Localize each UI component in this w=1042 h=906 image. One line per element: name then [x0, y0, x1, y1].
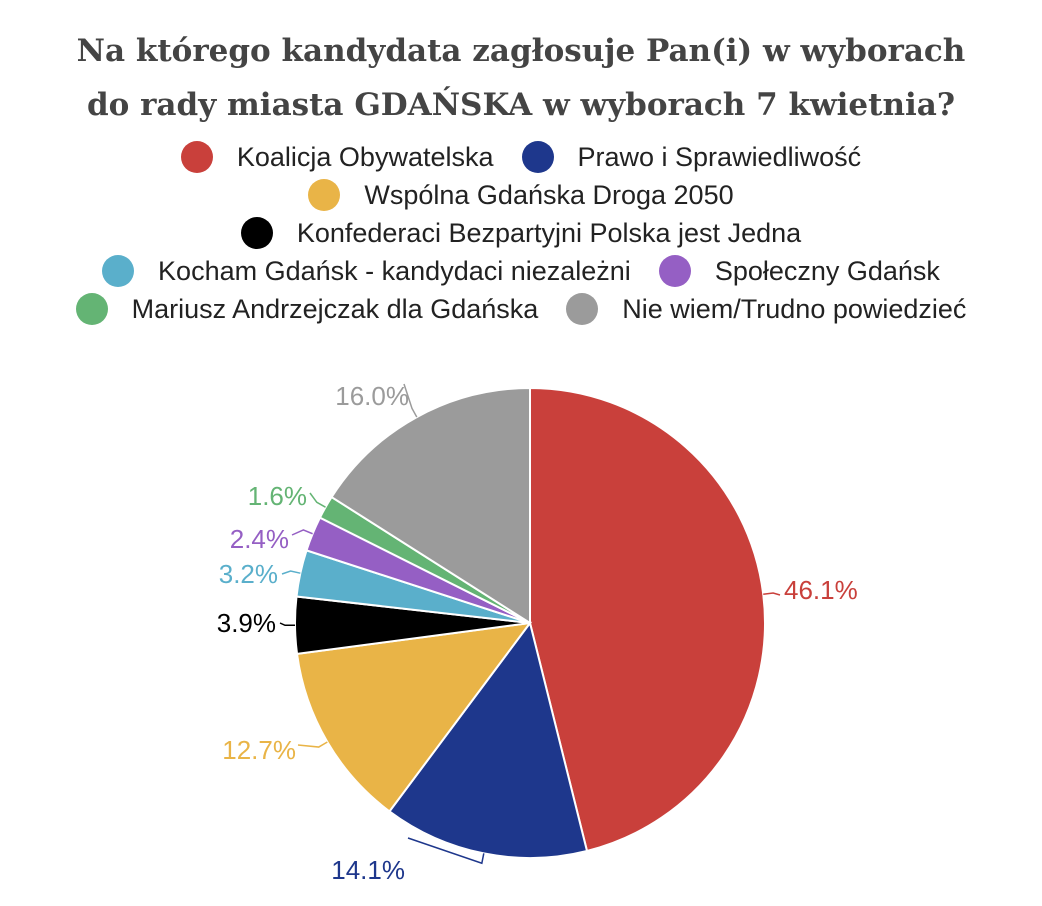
- leader-line: [291, 529, 313, 536]
- legend-item[interactable]: Nie wiem/Trudno powiedzieć: [566, 293, 966, 325]
- legend-swatch-icon: [75, 293, 108, 325]
- data-label: 12.7%: [222, 735, 296, 765]
- legend-item[interactable]: Konfederaci Bezpartyjni Polska jest Jedn…: [240, 217, 802, 249]
- legend-item[interactable]: Mariusz Andrzejczak dla Gdańska: [75, 293, 539, 325]
- legend-label: Nie wiem/Trudno powiedzieć: [622, 293, 967, 324]
- legend-swatch-icon: [566, 293, 599, 325]
- legend-swatch-icon: [658, 255, 691, 287]
- pie-slice[interactable]: [388, 620, 589, 859]
- data-label: 16.0%: [335, 381, 409, 411]
- legend-row: Mariusz Andrzejczak dla Gdańska Nie wiem/…: [0, 290, 1042, 328]
- data-label: 1.6%: [248, 481, 307, 511]
- leader-line: [297, 741, 328, 748]
- leader-line: [281, 570, 301, 575]
- legend-row: Wspólna Gdańska Droga 2050: [0, 176, 1042, 214]
- legend-row: Kocham Gdańsk - kandydaci niezależni Społ…: [0, 252, 1042, 290]
- leader-line: [407, 837, 485, 865]
- legend-swatch-icon: [240, 217, 273, 249]
- legend-item[interactable]: Koalicja Obywatelska: [180, 141, 494, 173]
- chart-title-line-1: Na którego kandydata zagłosuje Pan(i) w …: [76, 33, 966, 69]
- legend-label: Konfederaci Bezpartyjni Polska jest Jedn…: [296, 217, 802, 248]
- legend-item[interactable]: Społeczny Gdańsk: [658, 255, 940, 287]
- pie-slice[interactable]: [295, 621, 533, 813]
- data-label: 2.4%: [230, 524, 289, 554]
- legend-swatch-icon: [308, 179, 341, 211]
- legend-row: Koalicja Obywatelska Prawo i Sprawiedliwo…: [0, 138, 1042, 176]
- data-label: 3.9%: [217, 608, 276, 638]
- leader-line: [763, 592, 781, 596]
- chart-legend: Koalicja Obywatelska Prawo i Sprawiedliwo…: [0, 138, 1042, 328]
- chart-title-line-2: do rady miasta GDAŃSKA w wyborach 7 kwie…: [86, 87, 956, 123]
- leader-line: [279, 622, 296, 627]
- legend-label: Prawo i Sprawiedliwość: [577, 141, 862, 172]
- legend-label: Koalicja Obywatelska: [236, 141, 494, 172]
- leader-line: [403, 383, 418, 418]
- data-label: 46.1%: [784, 575, 858, 605]
- pie-slice[interactable]: [330, 386, 531, 625]
- legend-label: Społeczny Gdańsk: [714, 255, 940, 286]
- legend-label: Mariusz Andrzejczak dla Gdańska: [131, 293, 539, 324]
- legend-row: Konfederaci Bezpartyjni Polska jest Jedn…: [0, 214, 1042, 252]
- data-label: 3.2%: [219, 559, 278, 589]
- legend-swatch-icon: [180, 141, 213, 173]
- legend-item[interactable]: Kocham Gdańsk - kandydaci niezależni: [102, 255, 631, 287]
- legend-label: Wspólna Gdańska Droga 2050: [364, 179, 734, 210]
- data-label: 14.1%: [331, 855, 405, 885]
- legend-label: Kocham Gdańsk - kandydaci niezależni: [158, 255, 631, 286]
- pie-chart: 46.1% 14.1% 12.7% 3.9% 3.2% 2.4% 1.6% 16.0%: [217, 381, 858, 885]
- leader-line: [309, 492, 326, 508]
- legend-item[interactable]: Wspólna Gdańska Droga 2050: [308, 179, 734, 211]
- legend-item[interactable]: Prawo i Sprawiedliwość: [521, 141, 862, 173]
- legend-swatch-icon: [102, 255, 135, 287]
- chart-title: Na którego kandydata zagłosuje Pan(i) w …: [0, 24, 1042, 132]
- legend-swatch-icon: [521, 141, 554, 173]
